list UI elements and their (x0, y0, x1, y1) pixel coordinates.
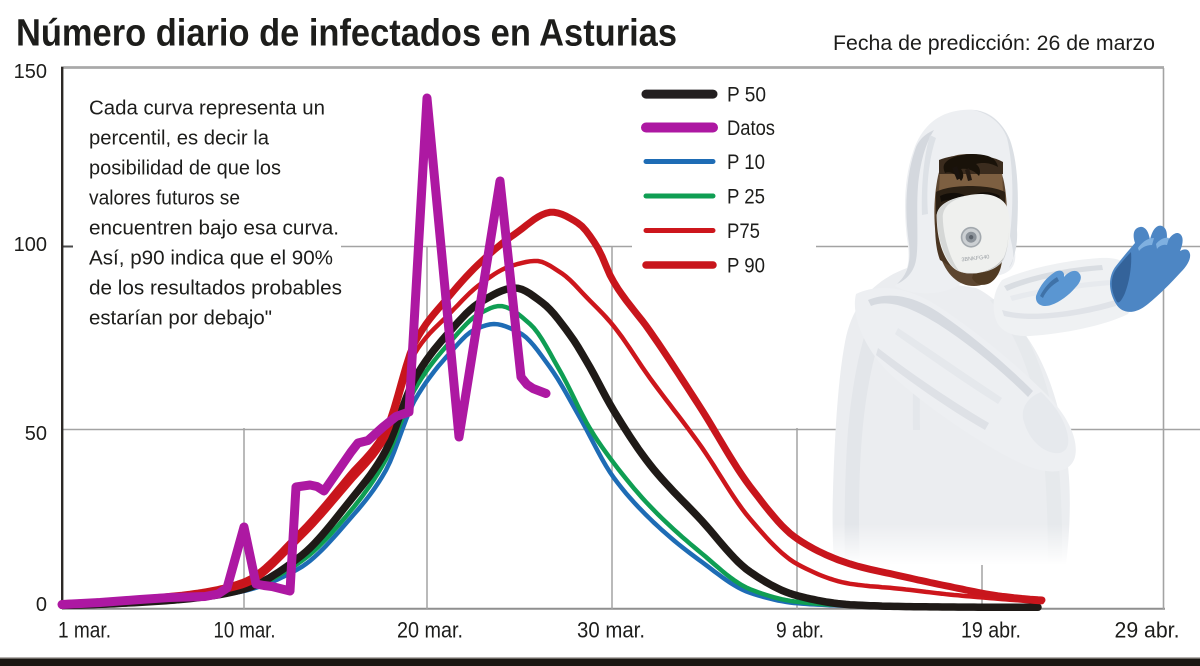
svg-text:1 mar.: 1 mar. (58, 618, 111, 643)
svg-text:P 10: P 10 (727, 151, 765, 174)
svg-text:P75: P75 (727, 220, 760, 243)
svg-text:Cada curva representa un: Cada curva representa un (89, 97, 325, 120)
svg-text:posibilidad de que los: posibilidad de que los (89, 157, 281, 180)
svg-text:P 90: P 90 (727, 254, 765, 277)
svg-text:30 mar.: 30 mar. (577, 618, 645, 643)
svg-text:valores futuros se: valores futuros se (89, 187, 240, 210)
svg-text:percentil, es decir la: percentil, es decir la (89, 127, 270, 150)
svg-text:50: 50 (25, 423, 47, 445)
svg-text:Datos: Datos (727, 117, 775, 140)
svg-text:estarían por debajo": estarían por debajo" (89, 307, 272, 330)
svg-text:Así, p90 indica que el 90%: Así, p90 indica que el 90% (89, 247, 333, 270)
svg-text:20 mar.: 20 mar. (397, 618, 463, 643)
svg-text:100: 100 (14, 234, 47, 256)
svg-text:9 abr.: 9 abr. (776, 618, 824, 643)
svg-text:encuentren bajo esa curva.: encuentren bajo esa curva. (89, 217, 339, 240)
svg-text:150: 150 (14, 61, 47, 83)
svg-text:0: 0 (36, 594, 47, 616)
svg-text:Fecha de predicción: 26 de mar: Fecha de predicción: 26 de marzo (833, 32, 1155, 55)
svg-text:P 25: P 25 (727, 185, 765, 208)
svg-text:29 abr.: 29 abr. (1115, 618, 1180, 643)
svg-text:3BNKFG40: 3BNKFG40 (961, 254, 990, 263)
svg-text:10 mar.: 10 mar. (214, 618, 276, 643)
svg-text:P 50: P 50 (727, 83, 766, 106)
svg-text:Número diario de infectados en: Número diario de infectados en Asturias (16, 13, 677, 55)
svg-text:19 abr.: 19 abr. (961, 618, 1021, 643)
svg-text:de los resultados probables: de los resultados probables (89, 277, 342, 300)
